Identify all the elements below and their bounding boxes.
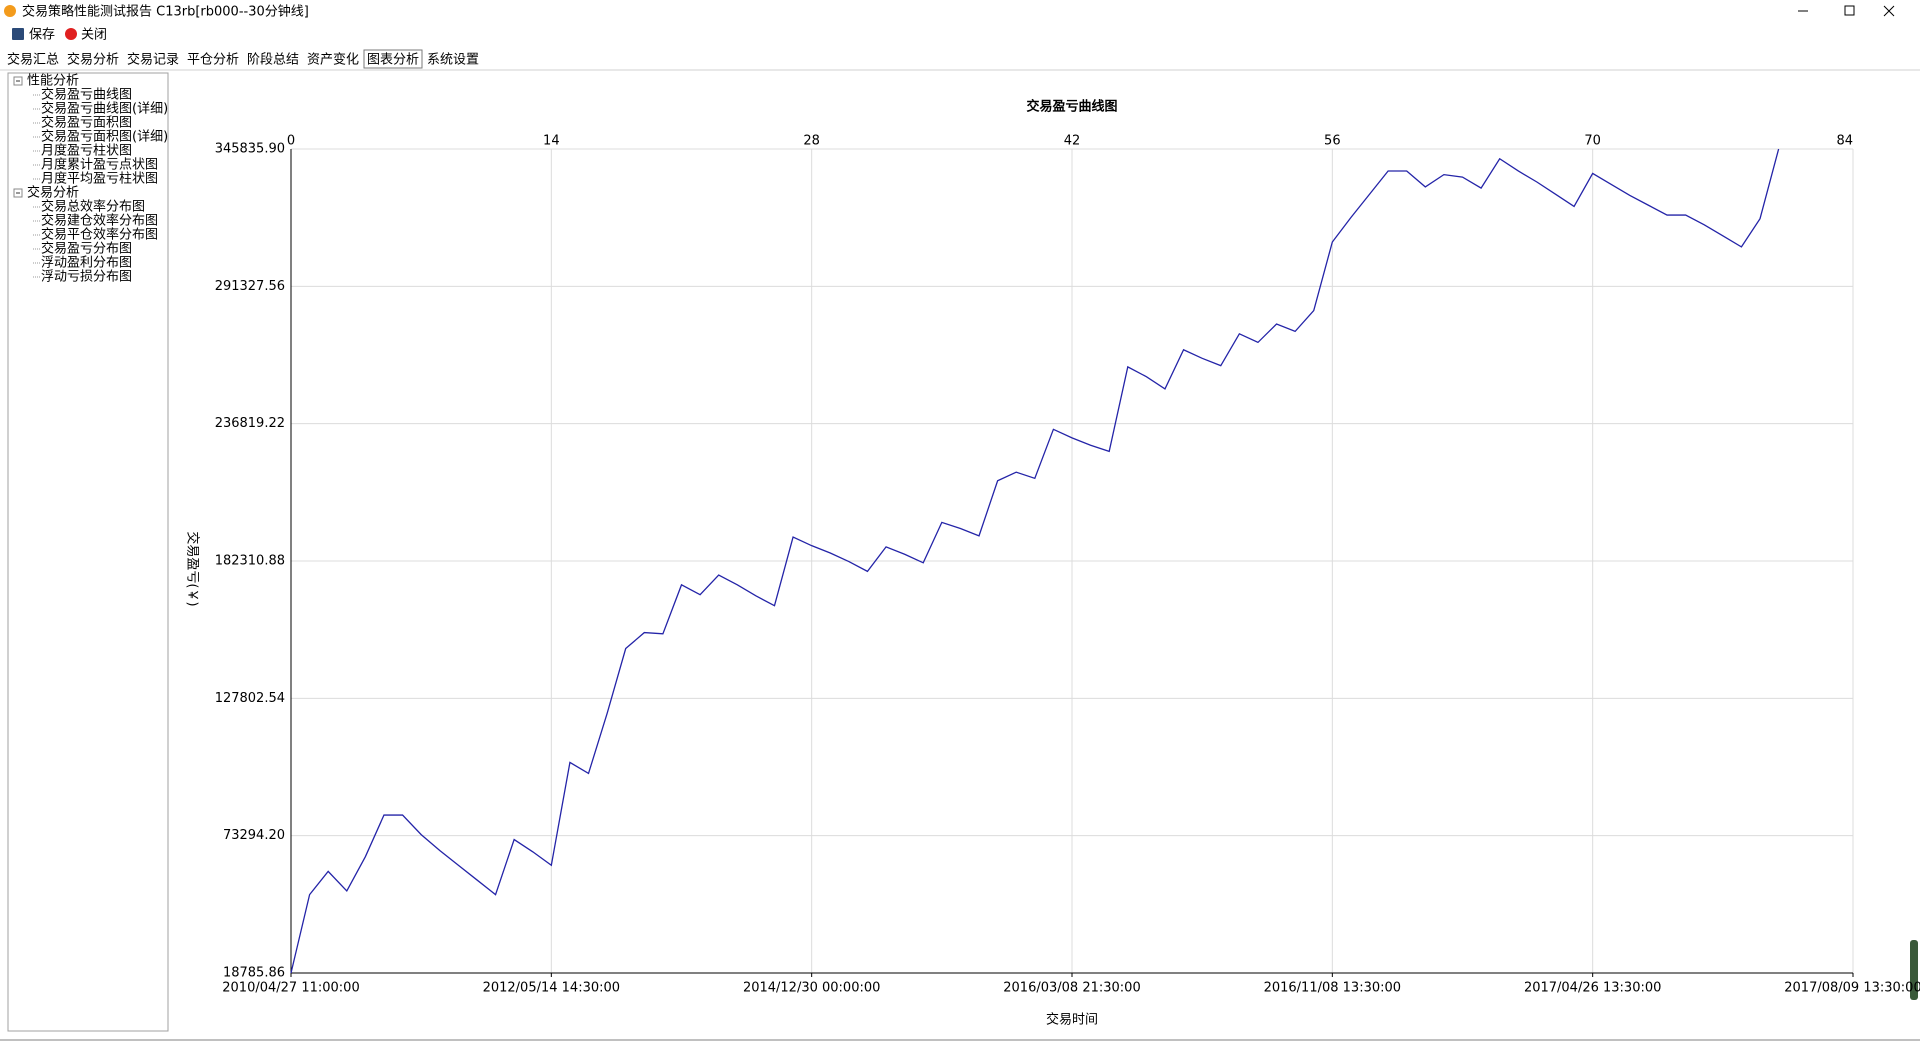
tree-panel: [7, 72, 169, 1032]
x-tick-label: 2017/08/09 13:30:00: [1784, 981, 1920, 996]
tab[interactable]: 交易分析: [67, 52, 119, 68]
x-tick-label: 2016/11/08 13:30:00: [1264, 981, 1401, 996]
y-tick-label: 345835.90: [215, 142, 285, 157]
toolbar-button[interactable]: 保存: [29, 28, 55, 43]
x-top-tick-label: 0: [287, 134, 295, 149]
x-top-tick-label: 28: [803, 134, 820, 149]
tab[interactable]: 阶段总结: [247, 53, 299, 68]
tree-node[interactable]: 交易分析: [27, 185, 79, 201]
window-controls[interactable]: [1798, 5, 1895, 17]
tree-leaf[interactable]: 月度平均盈亏柱状图: [41, 171, 158, 187]
x-top-tick-label: 84: [1836, 134, 1853, 149]
active-tab: [363, 49, 423, 69]
x-tick-label: 2017/04/26 13:30:00: [1524, 981, 1661, 996]
window-title: 交易策略性能测试报告 C13rb[rb000--30分钟线]: [22, 4, 309, 20]
tab[interactable]: 系统设置: [427, 53, 479, 68]
tab[interactable]: 资产变化: [307, 52, 359, 68]
y-tick-label: 127802.54: [215, 691, 285, 706]
pnl-line: [290, 148, 1780, 974]
close-icon: [65, 28, 77, 40]
x-top-tick-label: 56: [1324, 134, 1341, 149]
tree-leaf[interactable]: 月度盈亏柱状图: [41, 143, 132, 159]
x-top-tick-label: 14: [543, 134, 560, 149]
tree-leaf[interactable]: 浮动盈利分布图: [41, 256, 132, 271]
x-top-tick-label: 42: [1064, 134, 1081, 149]
y-tick-label: 291327.56: [215, 279, 285, 294]
app-icon: [4, 5, 16, 17]
x-tick-label: 2012/05/14 14:30:00: [483, 981, 620, 996]
tree-leaf[interactable]: 交易平仓效率分布图: [41, 227, 158, 243]
tab[interactable]: 图表分析: [367, 53, 419, 68]
tree-leaf[interactable]: 交易盈亏面积图: [41, 115, 132, 131]
tree-leaf[interactable]: 交易盈亏曲线图(详细): [41, 101, 168, 117]
tree-node[interactable]: 性能分析: [27, 74, 79, 89]
x-tick-label: 2014/12/30 00:00:00: [743, 981, 880, 996]
tree-leaf[interactable]: 交易盈亏曲线图: [41, 87, 132, 103]
tree-leaf[interactable]: 交易盈亏分布图: [41, 241, 132, 257]
x-tick-label: 2010/04/27 11:00:00: [222, 981, 359, 996]
tree-leaf[interactable]: 交易建仓效率分布图: [41, 213, 158, 229]
restore-button[interactable]: [1844, 5, 1855, 16]
toolbar-button[interactable]: 关闭: [81, 28, 107, 43]
tree-leaf[interactable]: 月度累计盈亏点状图: [41, 157, 158, 173]
y-axis-label: 交易盈亏(￥): [185, 531, 201, 606]
tree-leaf[interactable]: 交易总效率分布图: [41, 199, 145, 215]
chart-title: 交易盈亏曲线图: [1026, 99, 1117, 115]
tree-leaf[interactable]: 交易盈亏面积图(详细): [41, 129, 168, 145]
tab[interactable]: 平仓分析: [187, 53, 239, 68]
y-tick-label: 18785.86: [223, 966, 285, 981]
side-indicator: [1910, 940, 1918, 1000]
x-tick-label: 2016/03/08 21:30:00: [1003, 981, 1140, 996]
x-axis-label: 交易时间: [1046, 1012, 1098, 1028]
save-icon: [12, 28, 24, 40]
y-tick-label: 182310.88: [215, 554, 285, 569]
y-tick-label: 236819.22: [215, 416, 285, 431]
y-tick-label: 73294.20: [223, 828, 285, 843]
tab[interactable]: 交易记录: [127, 52, 179, 68]
tree-leaf[interactable]: 浮动亏损分布图: [41, 270, 132, 285]
toolbar: [0, 24, 1920, 46]
close-button[interactable]: [1883, 5, 1895, 17]
x-top-tick-label: 70: [1584, 134, 1601, 149]
tab[interactable]: 交易汇总: [7, 52, 59, 68]
